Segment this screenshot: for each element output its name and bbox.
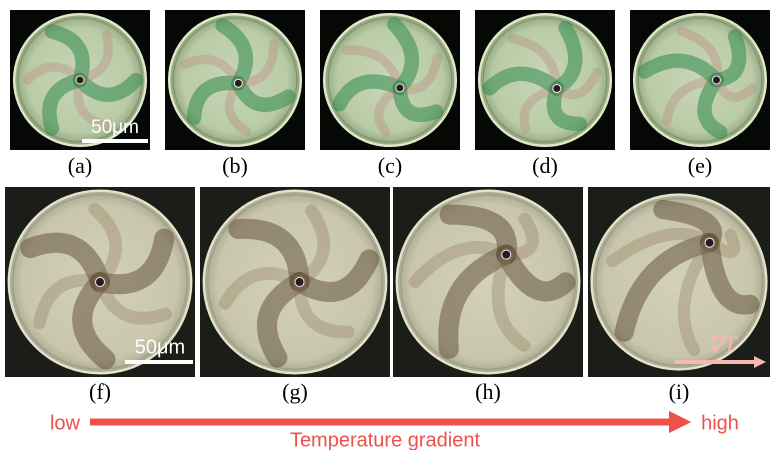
axis-title: Temperature gradient (290, 429, 481, 450)
high-label: high (701, 412, 739, 434)
micrograph (393, 187, 583, 377)
micrograph (588, 187, 770, 377)
panel-label: (f) (89, 379, 111, 404)
micrograph (320, 10, 460, 150)
low-label: low (50, 412, 81, 434)
defect-core (234, 79, 242, 87)
panel-label: (c) (378, 153, 402, 178)
gradient-symbol: ∇T (707, 333, 738, 359)
defect-core (553, 85, 561, 93)
panel-label: (b) (222, 153, 248, 178)
panel-label: (i) (669, 379, 690, 404)
scale-bar-label: 50μm (91, 117, 139, 138)
defect-core (295, 278, 304, 287)
defect-core (96, 278, 105, 287)
defect-core (396, 84, 404, 92)
defect-core (705, 238, 714, 247)
defect-core (712, 76, 720, 84)
micrograph (165, 10, 305, 150)
scale-bar-label: 50μm (135, 336, 185, 358)
panel-label: (d) (532, 153, 558, 178)
micrograph (475, 10, 615, 150)
figure: low high Temperature gradient (a) (b) (c) (… (0, 0, 770, 450)
defect-core (502, 250, 511, 259)
panel-label: (e) (688, 153, 712, 178)
panel-label: (h) (475, 379, 501, 404)
defect-core (76, 76, 84, 84)
micrograph (630, 10, 770, 150)
panel-label: (a) (68, 153, 92, 178)
micrograph (200, 187, 390, 377)
panel-label: (g) (282, 379, 308, 404)
